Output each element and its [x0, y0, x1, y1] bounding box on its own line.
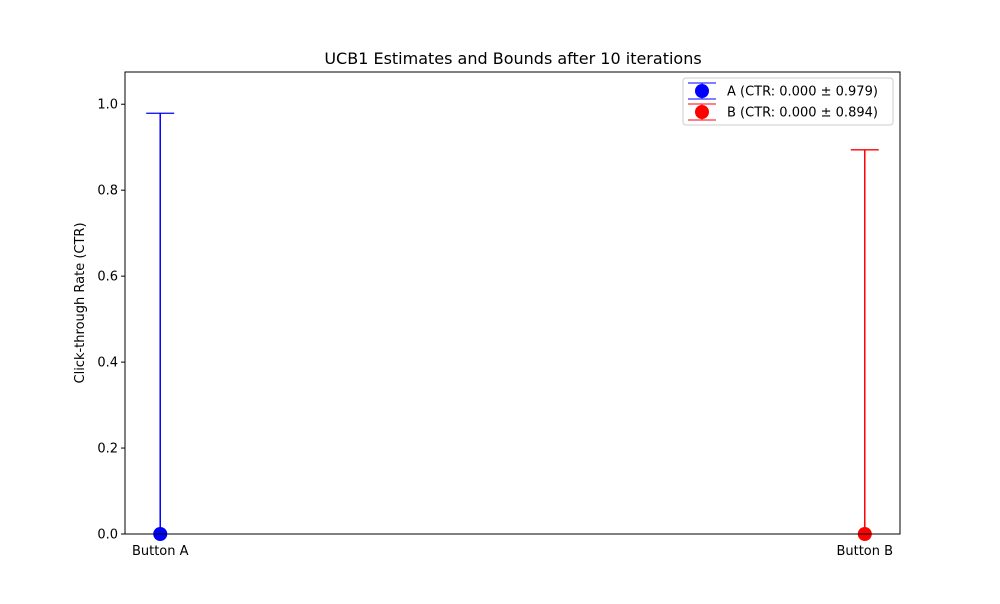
x-tick-label: Button B	[836, 544, 893, 559]
legend-label: B (CTR: 0.000 ± 0.894)	[727, 106, 878, 121]
y-tick-label: 0.6	[97, 270, 118, 285]
y-tick-label: 0.0	[97, 528, 118, 543]
legend-marker	[695, 105, 709, 119]
plot-frame	[124, 71, 901, 535]
x-tick-label: Button A	[132, 544, 189, 559]
y-tick-label: 0.2	[97, 442, 118, 457]
y-axis-label: Click-through Rate (CTR)	[73, 222, 88, 383]
y-tick-label: 0.4	[97, 356, 118, 371]
legend-marker	[695, 84, 709, 98]
legend-label: A (CTR: 0.000 ± 0.979)	[727, 85, 878, 100]
chart-title: UCB1 Estimates and Bounds after 10 itera…	[324, 49, 701, 68]
y-tick-label: 0.8	[97, 184, 118, 199]
plot-area: 0.0 0.2 0.4 0.6 0.8 1.0 Button A Button B A (CTR…	[97, 71, 901, 559]
legend-box	[682, 77, 894, 126]
y-tick-label: 1.0	[97, 98, 118, 113]
